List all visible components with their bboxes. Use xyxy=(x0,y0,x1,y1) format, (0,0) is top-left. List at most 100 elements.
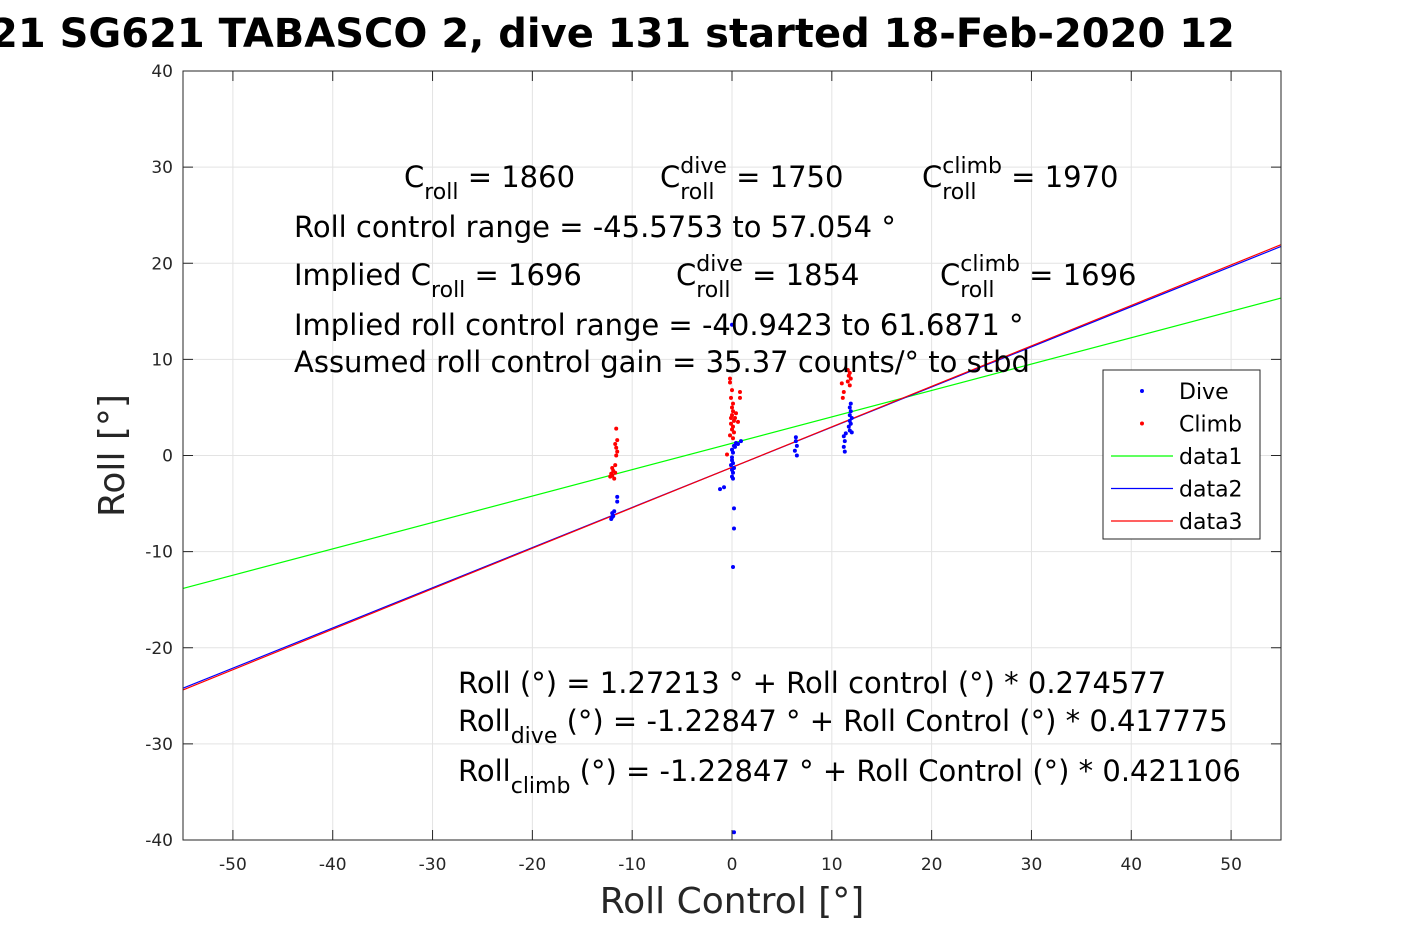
data-points xyxy=(608,322,854,835)
point-dive xyxy=(718,487,723,492)
point-climb xyxy=(737,390,742,395)
x-tick-label: 0 xyxy=(727,855,738,875)
point-dive xyxy=(846,424,851,429)
y-tick-label: -20 xyxy=(145,639,173,659)
point-dive xyxy=(732,444,737,449)
point-dive xyxy=(794,453,799,458)
legend-label: Dive xyxy=(1179,380,1229,405)
legend: Dive Climb data1 data2 data3 xyxy=(1102,369,1261,540)
x-axis-label: Roll Control [°] xyxy=(600,881,865,922)
point-climb xyxy=(730,405,734,410)
axis-ticks: -50 -40 -30 -20 -10 0 10 20 30 40 50 -40 -30 -20 -10 0 1… xyxy=(145,62,1281,875)
point-climb xyxy=(614,426,619,431)
point-dive xyxy=(841,444,846,449)
point-dive xyxy=(730,476,735,481)
point-climb xyxy=(728,376,733,381)
point-dive xyxy=(847,413,852,418)
regression-equation-climb: Rollclimb (°) = -1.22847 ° + Roll Contro… xyxy=(458,754,1241,799)
point-climb xyxy=(730,436,735,441)
implied-c-roll-2: Cclimb roll = 1696 xyxy=(940,252,1137,303)
legend-marker-dive xyxy=(1140,389,1144,393)
roll-control-gain: Assumed roll control gain = 35.37 counts… xyxy=(294,345,1030,379)
point-climb xyxy=(613,463,618,468)
calibration-c-roll-0: Croll = 1860 xyxy=(404,160,575,205)
x-tick-label: 30 xyxy=(1021,855,1043,875)
y-axis-label: Roll [°] xyxy=(92,394,133,517)
point-climb xyxy=(730,401,735,406)
point-dive xyxy=(730,455,734,460)
roll-control-range: Roll control range = -45.5753 to 57.054 … xyxy=(294,210,896,244)
point-dive xyxy=(847,418,852,423)
calibration-c-roll-2: Cclimb roll = 1970 xyxy=(922,154,1119,205)
x-tick-label: 20 xyxy=(921,855,943,875)
legend-box xyxy=(1102,369,1261,540)
point-dive xyxy=(615,494,620,499)
regression-equations: Roll (°) = 1.27213 ° + Roll control (°) … xyxy=(458,666,1241,799)
point-climb xyxy=(846,373,851,378)
implied-c-roll-0: Implied Croll = 1696 xyxy=(294,258,582,303)
x-tick-label: -30 xyxy=(419,855,447,875)
point-climb xyxy=(729,421,734,426)
legend-label: data3 xyxy=(1179,510,1243,535)
point-climb xyxy=(730,427,734,432)
point-climb xyxy=(735,419,740,424)
point-dive xyxy=(731,506,736,511)
point-climb xyxy=(614,453,619,458)
point-climb xyxy=(728,433,733,438)
point-climb xyxy=(841,390,846,395)
point-climb xyxy=(730,388,734,393)
point-climb xyxy=(847,383,852,388)
point-dive xyxy=(793,439,798,444)
point-climb xyxy=(613,470,618,475)
implied-roll-control-range: Implied roll control range = -40.9423 to… xyxy=(294,308,1024,342)
series-line-data3 xyxy=(182,244,1282,691)
point-dive xyxy=(842,439,847,444)
point-climb xyxy=(615,449,620,454)
calibration-annotations: Croll = 1860 Cdive roll = 1750 Cclimb roll =… xyxy=(294,154,1137,379)
point-climb xyxy=(729,416,734,421)
point-climb xyxy=(733,411,738,416)
chart-title: 21 SG621 TABASCO 2, dive 131 started 18-… xyxy=(0,11,1235,57)
point-climb xyxy=(730,409,735,414)
point-climb xyxy=(848,376,853,381)
x-tick-label: -10 xyxy=(618,855,646,875)
point-dive xyxy=(730,470,735,475)
point-climb xyxy=(839,381,844,386)
point-dive xyxy=(730,447,734,452)
point-climb xyxy=(737,395,742,400)
regression-equation-all: Roll (°) = 1.27213 ° + Roll control (°) … xyxy=(458,666,1166,700)
y-tick-label: 40 xyxy=(151,62,173,82)
point-dive xyxy=(729,463,734,468)
x-tick-label: -50 xyxy=(219,855,247,875)
point-dive xyxy=(849,416,854,421)
y-tick-label: -40 xyxy=(145,831,173,851)
implied-c-roll-1: Cdive roll = 1854 xyxy=(676,252,859,303)
y-tick-label: -30 xyxy=(145,735,173,755)
x-tick-label: 50 xyxy=(1220,855,1242,875)
point-dive xyxy=(842,449,847,454)
point-dive xyxy=(847,405,852,410)
x-tick-label: -40 xyxy=(319,855,347,875)
point-climb xyxy=(845,379,850,384)
point-climb xyxy=(728,380,733,385)
point-dive xyxy=(722,485,727,490)
point-climb xyxy=(731,430,736,435)
point-dive xyxy=(843,431,848,436)
series-line-data1 xyxy=(182,297,1282,590)
point-dive xyxy=(731,830,736,835)
point-climb xyxy=(845,367,850,372)
point-dive xyxy=(848,409,853,414)
point-dive xyxy=(612,509,617,514)
point-climb xyxy=(613,441,618,446)
legend-marker-climb xyxy=(1140,421,1144,426)
point-dive xyxy=(735,441,740,446)
point-climb xyxy=(840,395,845,400)
y-tick-label: -10 xyxy=(145,543,173,563)
point-dive xyxy=(730,565,735,570)
point-dive xyxy=(615,499,620,504)
point-dive xyxy=(731,526,736,531)
point-climb xyxy=(725,452,730,457)
legend-label: data2 xyxy=(1179,478,1243,503)
y-tick-label: 10 xyxy=(151,350,173,370)
